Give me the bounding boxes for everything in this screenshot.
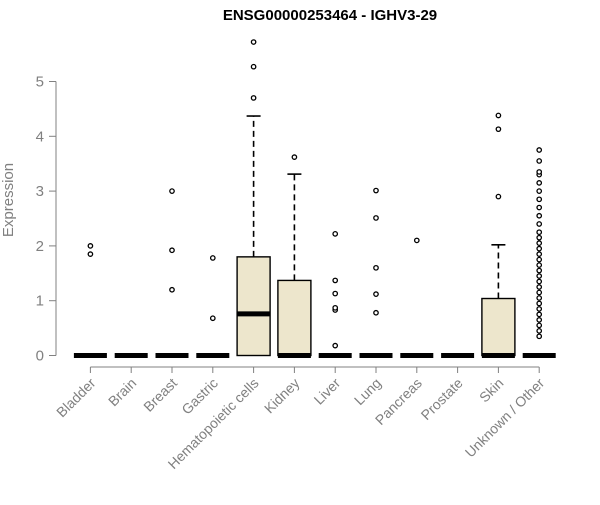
- outlier-point: [536, 317, 543, 323]
- x-tick-label: Kidney: [261, 375, 303, 417]
- outlier-point: [536, 158, 543, 164]
- x-tick-label: Lung: [351, 375, 384, 408]
- outlier-point: [536, 229, 543, 236]
- outlier-point: [536, 278, 543, 285]
- outlier-point: [536, 245, 543, 252]
- y-tick-label: 3: [36, 183, 44, 200]
- outlier-point: [495, 193, 502, 200]
- outlier-point: [536, 322, 543, 329]
- outlier-point: [536, 188, 543, 194]
- x-tick-label: Skin: [476, 375, 507, 406]
- box-body: [277, 279, 312, 357]
- outlier-point: [332, 290, 339, 297]
- outlier-point: [536, 267, 543, 274]
- outlier-point: [536, 262, 543, 268]
- outlier-point: [536, 147, 543, 153]
- outlier-point: [536, 204, 543, 211]
- outlier-point: [87, 243, 94, 249]
- chart-title: ENSG00000253464 - IGHV3-29: [222, 7, 438, 24]
- outlier-point: [332, 277, 339, 284]
- x-tick-label: Liver: [311, 375, 344, 408]
- outlier-point: [332, 342, 339, 349]
- outlier-point: [536, 306, 543, 312]
- box-group: [196, 255, 230, 358]
- x-tick-label: Prostate: [418, 375, 466, 423]
- box-group: [400, 237, 434, 358]
- outlier-point: [169, 286, 175, 293]
- box-group: [318, 230, 352, 358]
- outlier-point: [536, 212, 543, 219]
- box-group: [481, 112, 516, 358]
- outlier-point: [373, 187, 379, 194]
- outlier-point: [536, 251, 543, 257]
- outlier-point: [291, 154, 298, 160]
- outlier-point: [536, 295, 543, 301]
- box-group: [359, 187, 393, 358]
- outlier-point: [373, 309, 379, 316]
- outlier-point: [536, 180, 543, 186]
- outlier-point: [536, 327, 543, 334]
- box-series: [73, 39, 556, 358]
- outlier-point: [373, 215, 379, 221]
- y-axis: 0 1 2 3 4 5: [36, 74, 57, 365]
- outlier-point: [536, 300, 543, 307]
- outlier-point: [536, 234, 543, 241]
- y-tick-label: 1: [36, 293, 44, 310]
- outlier-point: [536, 333, 543, 340]
- x-tick-label: Breast: [140, 375, 180, 415]
- y-tick-label: 4: [36, 128, 44, 145]
- box-group: [236, 39, 271, 357]
- box-group: [155, 188, 189, 358]
- outlier-point: [536, 256, 543, 263]
- box-group: [73, 243, 107, 358]
- outlier-point: [332, 304, 339, 311]
- box-group: [277, 154, 312, 358]
- outlier-point: [495, 126, 502, 133]
- outlier-point: [373, 291, 379, 297]
- y-axis-label: Expression: [0, 163, 17, 237]
- y-tick-label: 5: [36, 74, 44, 91]
- outlier-point: [495, 112, 502, 119]
- outlier-point: [536, 169, 543, 175]
- outlier-point: [332, 230, 339, 237]
- x-tick-label: Bladder: [53, 375, 99, 421]
- x-tick-label: Brain: [105, 375, 139, 409]
- outlier-point: [250, 95, 257, 101]
- outlier-point: [536, 311, 543, 318]
- outlier-point: [169, 188, 175, 194]
- outlier-point: [536, 289, 543, 296]
- outlier-point: [87, 251, 94, 257]
- outlier-point: [373, 264, 379, 271]
- outlier-point: [536, 284, 543, 290]
- box-group: [522, 147, 556, 358]
- outlier-point: [536, 221, 543, 227]
- outlier-point: [250, 39, 257, 45]
- outlier-point: [209, 315, 216, 322]
- y-tick-label: 0: [36, 348, 44, 365]
- y-tick-label: 2: [36, 238, 44, 255]
- outlier-point: [413, 237, 420, 244]
- outlier-point: [536, 240, 543, 247]
- outlier-point: [250, 63, 257, 70]
- outlier-point: [169, 247, 175, 254]
- box-body: [481, 297, 516, 357]
- outlier-point: [536, 196, 543, 203]
- outlier-point: [209, 255, 216, 261]
- box-body: [236, 256, 271, 357]
- outlier-point: [536, 273, 543, 279]
